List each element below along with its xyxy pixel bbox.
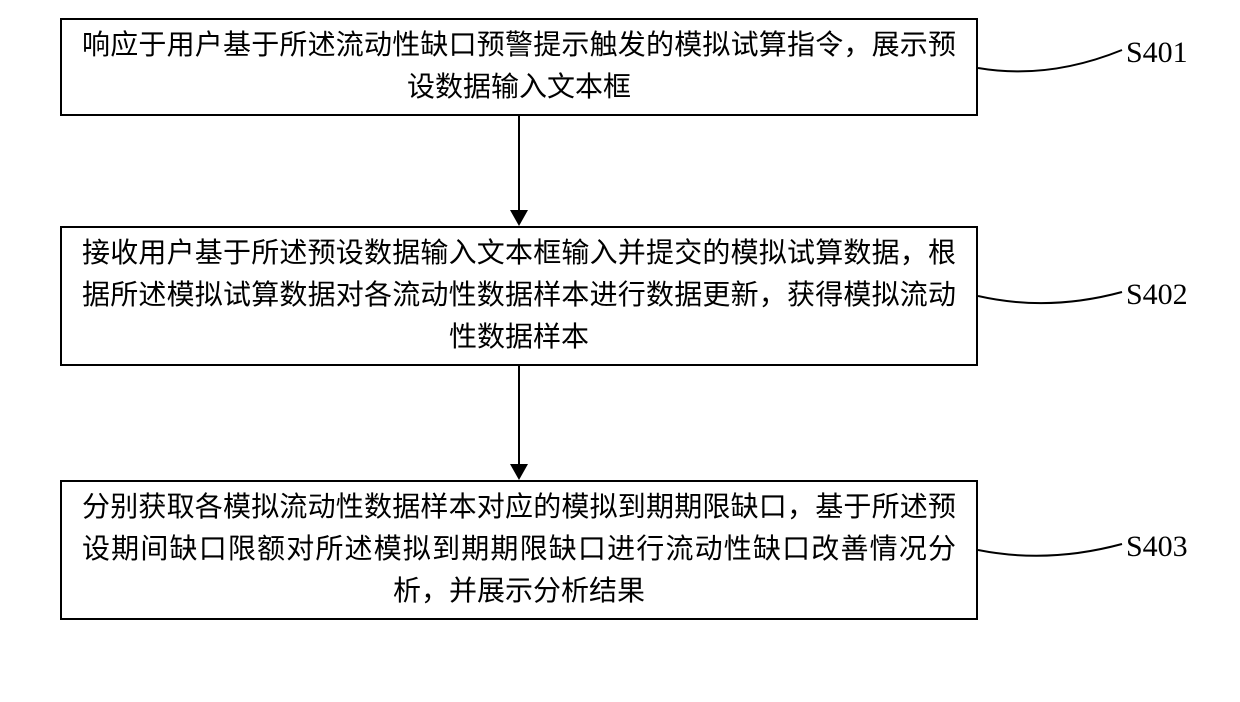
arrow-head-2 <box>510 464 528 480</box>
connector-line-1 <box>518 116 520 212</box>
step-text-2: 接收用户基于所述预设数据输入文本框输入并提交的模拟试算数据，根据所述模拟试算数据… <box>82 233 956 359</box>
connector-line-2 <box>518 366 520 466</box>
step-box-2: 接收用户基于所述预设数据输入文本框输入并提交的模拟试算数据，根据所述模拟试算数据… <box>60 226 978 366</box>
step-text-1: 响应于用户基于所述流动性缺口预警提示触发的模拟试算指令，展示预设数据输入文本框 <box>82 25 956 109</box>
step-label-3: S403 <box>1126 530 1188 564</box>
label-curve-1 <box>978 30 1126 80</box>
label-curve-2 <box>978 270 1126 320</box>
step-text-3: 分别获取各模拟流动性数据样本对应的模拟到期期限缺口，基于所述预设期间缺口限额对所… <box>82 487 956 613</box>
arrow-head-1 <box>510 210 528 226</box>
step-box-1: 响应于用户基于所述流动性缺口预警提示触发的模拟试算指令，展示预设数据输入文本框 <box>60 18 978 116</box>
step-label-1: S401 <box>1126 36 1188 70</box>
step-label-2: S402 <box>1126 278 1188 312</box>
flowchart-container: 响应于用户基于所述流动性缺口预警提示触发的模拟试算指令，展示预设数据输入文本框 … <box>0 0 1240 702</box>
label-curve-3 <box>978 520 1126 570</box>
step-box-3: 分别获取各模拟流动性数据样本对应的模拟到期期限缺口，基于所述预设期间缺口限额对所… <box>60 480 978 620</box>
